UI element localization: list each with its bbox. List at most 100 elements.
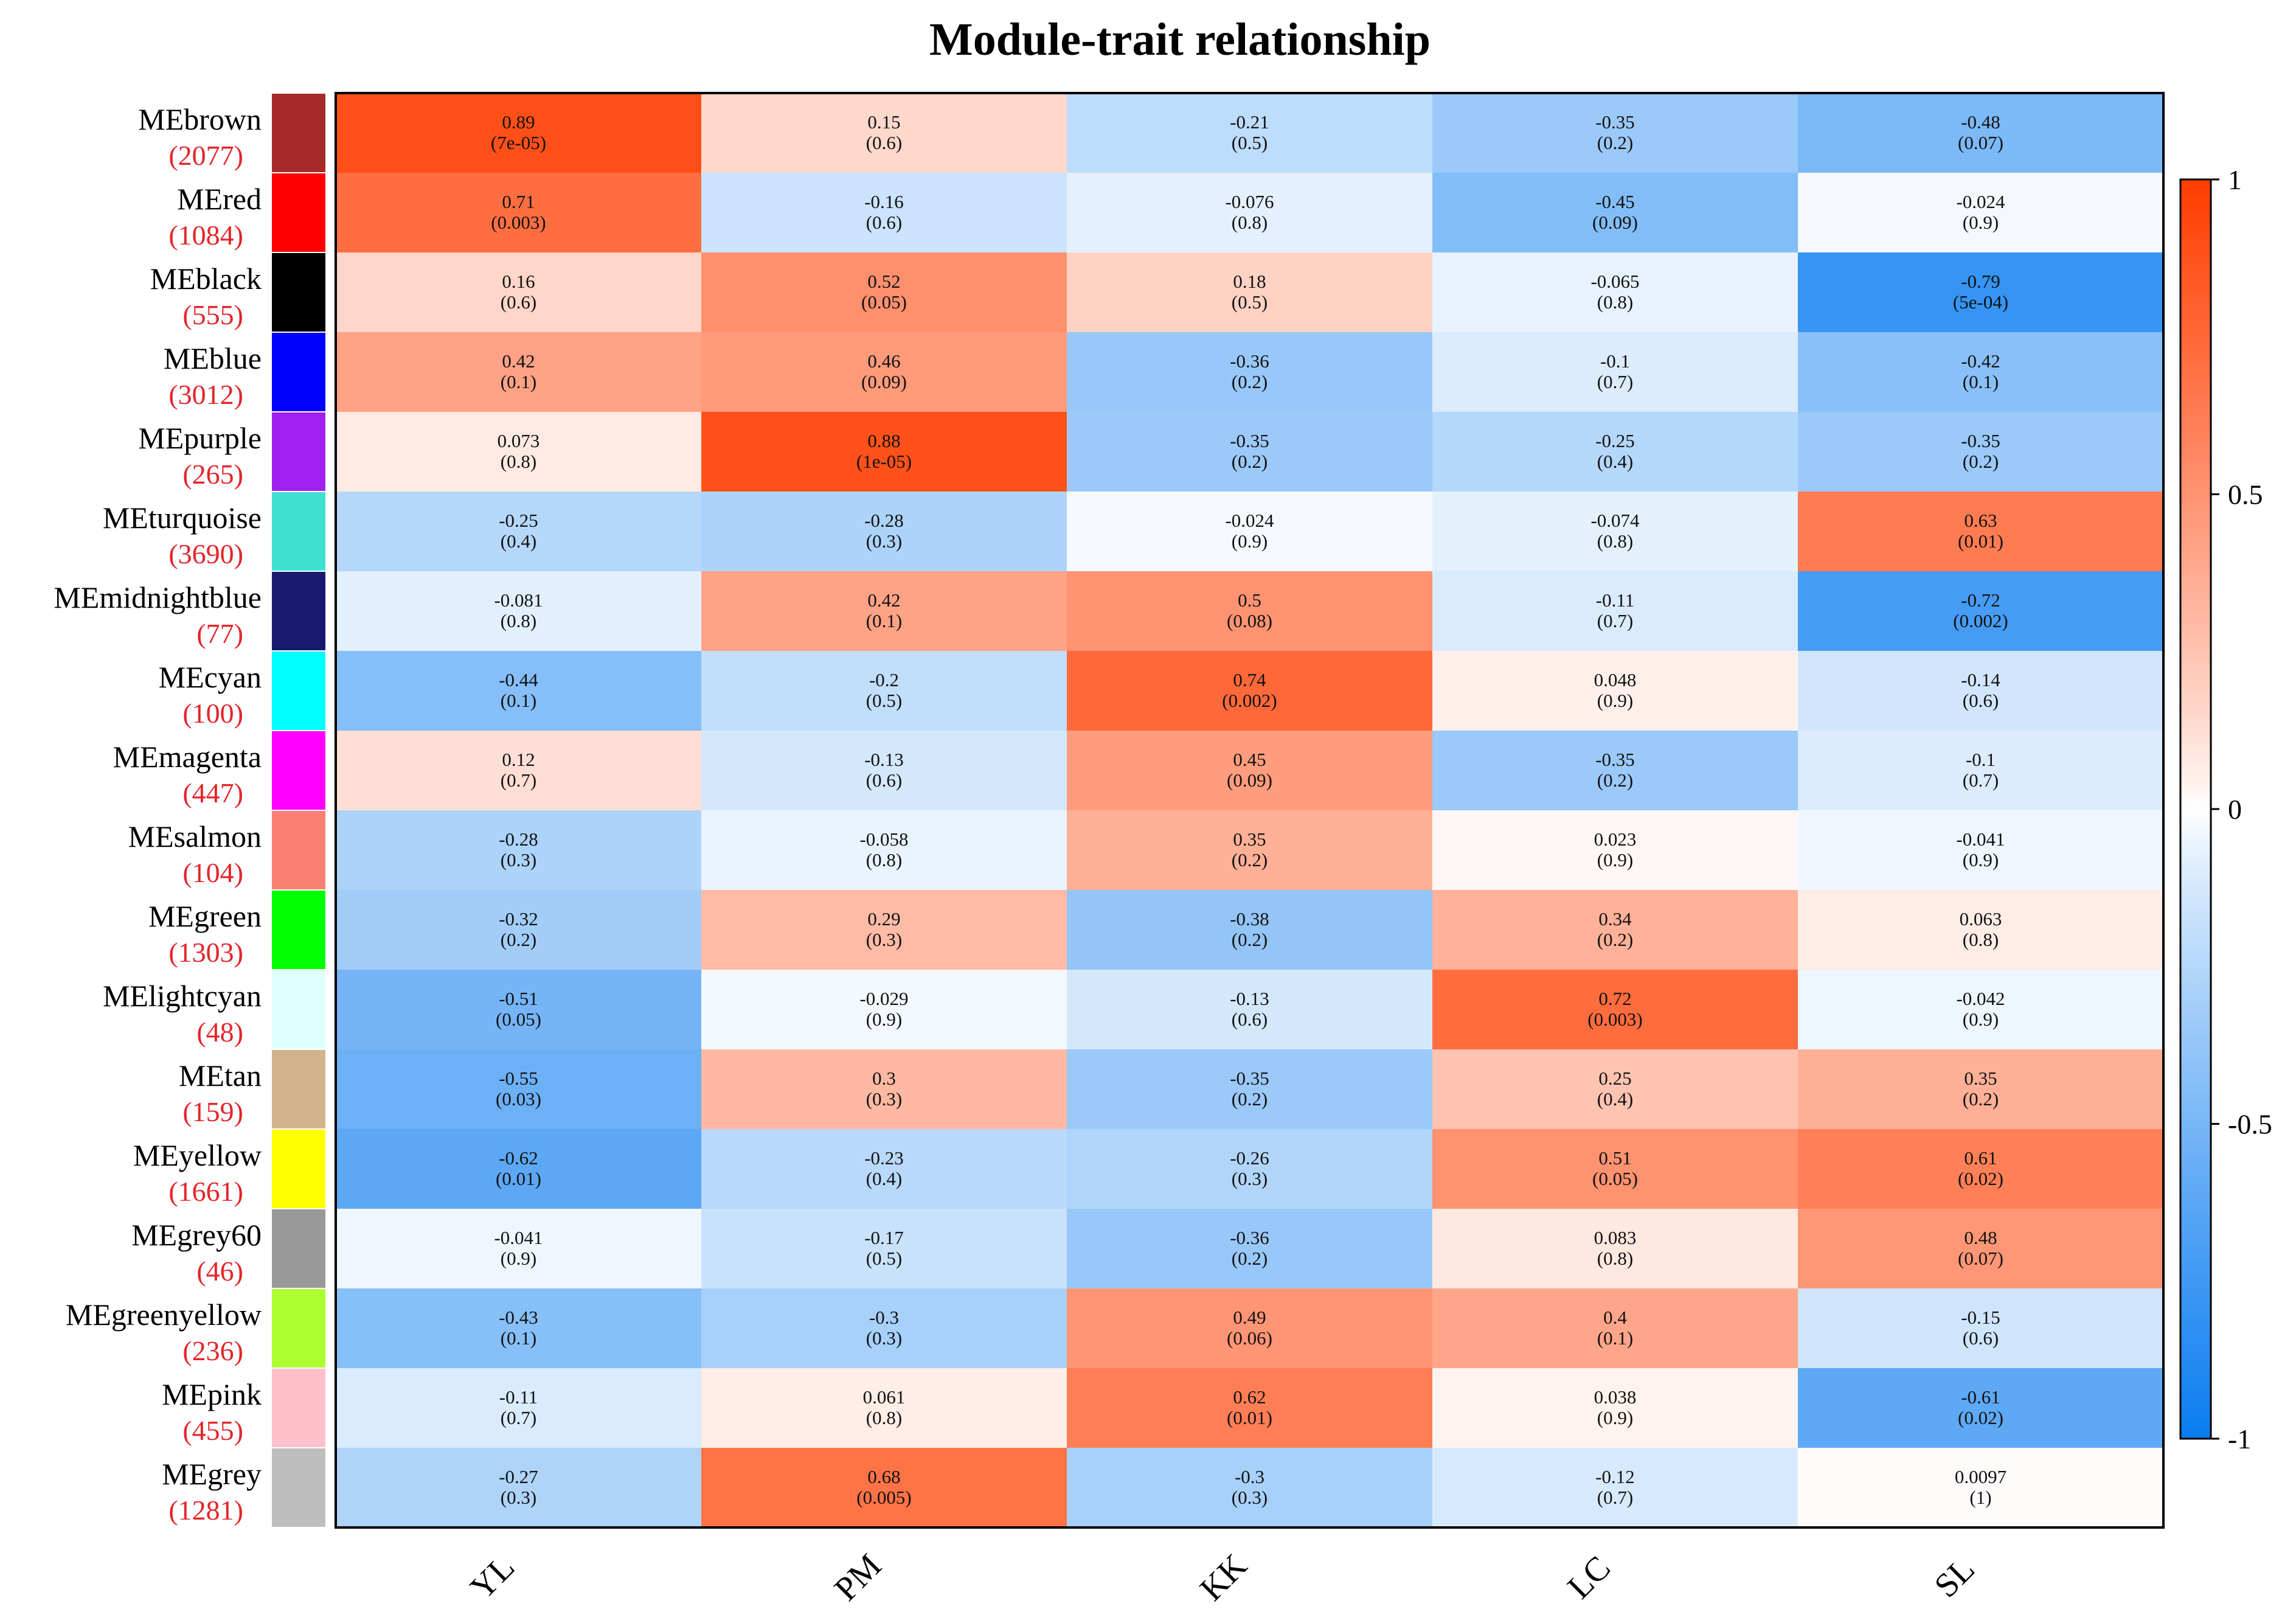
cell-fill — [1067, 890, 1433, 970]
heatmap-cell: -0.041(0.9) — [1798, 810, 2164, 891]
cell-pvalue: (0.3) — [501, 1487, 536, 1508]
heatmap-cell: -0.28(0.3) — [336, 810, 702, 891]
cell-pvalue: (0.4) — [866, 1168, 902, 1189]
cell-pvalue: (0.01) — [496, 1168, 541, 1189]
cell-fill — [701, 412, 1067, 492]
cell-correlation: -0.36 — [1230, 350, 1269, 372]
cell-pvalue: (0.3) — [1232, 1168, 1268, 1189]
cell-pvalue: (0.5) — [866, 1248, 902, 1269]
cell-pvalue: (0.9) — [1597, 849, 1633, 871]
cell-correlation: 0.51 — [1598, 1147, 1631, 1169]
cell-fill — [1798, 1129, 2164, 1209]
heatmap-border — [335, 92, 2165, 1529]
heatmap-cell: -0.25(0.4) — [1432, 412, 1798, 492]
cell-pvalue: (0.03) — [496, 1088, 541, 1110]
heatmap-cell: 0.063(0.8) — [1798, 890, 2164, 970]
heatmap-cell: -0.35(0.2) — [1432, 731, 1798, 811]
row-label-mebrown: MEbrown — [138, 102, 262, 136]
cell-pvalue: (0.8) — [1597, 291, 1633, 313]
heatmap-cell: -0.27(0.3) — [336, 1448, 702, 1528]
heatmap-cell: -0.042(0.9) — [1798, 970, 2164, 1050]
swatch-mebrown — [271, 92, 327, 173]
cell-correlation: 0.49 — [1233, 1307, 1266, 1328]
cell-correlation: 0.71 — [502, 191, 535, 212]
cell-fill — [1798, 173, 2164, 253]
swatch-mepink — [271, 1367, 327, 1448]
cell-fill — [336, 1368, 702, 1448]
cell-fill — [336, 252, 702, 333]
heatmap-cell: -0.12(0.7) — [1432, 1448, 1798, 1528]
cell-pvalue: (0.8) — [1963, 929, 1999, 950]
cell-pvalue: (0.9) — [501, 1248, 536, 1269]
cell-correlation: 0.46 — [867, 350, 900, 372]
cell-correlation: 0.62 — [1233, 1386, 1266, 1408]
cell-fill — [336, 332, 702, 412]
cell-pvalue: (0.9) — [1597, 690, 1633, 711]
row-label-memidnightblue: MEmidnightblue — [54, 580, 262, 614]
heatmap-cell: -0.72(0.002) — [1798, 571, 2164, 652]
cell-pvalue: (0.002) — [1222, 690, 1277, 711]
swatch-megrey — [271, 1447, 327, 1528]
row-count-meyellow: (1661) — [168, 1176, 243, 1207]
cell-correlation: -0.25 — [499, 510, 538, 531]
cell-correlation: 0.5 — [1238, 589, 1261, 611]
heatmap-cell: -0.11(0.7) — [336, 1368, 702, 1448]
cell-correlation: 0.18 — [1233, 271, 1266, 292]
cell-pvalue: (0.2) — [1232, 1248, 1268, 1269]
cell-pvalue: (0.1) — [1597, 1327, 1633, 1349]
cell-pvalue: (0.6) — [1232, 1009, 1268, 1030]
heatmap-cell: 0.72(0.003) — [1432, 970, 1798, 1050]
cell-fill — [1432, 651, 1798, 731]
cell-fill — [336, 810, 702, 891]
heatmap-cell: -0.25(0.4) — [336, 492, 702, 572]
cell-pvalue: (0.2) — [1597, 770, 1633, 791]
cell-fill — [1067, 1209, 1433, 1289]
cell-pvalue: (0.3) — [866, 530, 902, 552]
cell-correlation: -0.041 — [1956, 829, 2005, 850]
chart-title: Module-trait relationship — [929, 14, 1431, 65]
cell-correlation: 0.048 — [1594, 669, 1637, 690]
cell-pvalue: (0.2) — [1597, 929, 1633, 950]
cell-fill — [701, 890, 1067, 970]
heatmap-cell: -0.3(0.3) — [1067, 1448, 1433, 1528]
cell-pvalue: (0.2) — [501, 929, 536, 950]
heatmap-cell: -0.62(0.01) — [336, 1129, 702, 1209]
cell-correlation: 0.52 — [867, 271, 900, 292]
heatmap-cell: -0.076(0.8) — [1067, 173, 1433, 253]
cell-pvalue: (0.8) — [1232, 212, 1268, 233]
cell-correlation: -0.1 — [1600, 350, 1630, 372]
cell-correlation: -0.42 — [1961, 350, 2000, 372]
cell-correlation: 0.038 — [1594, 1386, 1637, 1408]
cell-fill — [1067, 492, 1433, 572]
cell-correlation: 0.68 — [867, 1466, 900, 1487]
cell-fill — [336, 1209, 702, 1289]
cell-fill — [1798, 1288, 2164, 1369]
row-label-megreen: MEgreen — [148, 899, 262, 933]
cell-correlation: 0.72 — [1598, 988, 1631, 1009]
cell-fill — [1432, 252, 1798, 333]
cell-fill — [1067, 412, 1433, 492]
cell-correlation: -0.042 — [1956, 988, 2005, 1009]
heatmap-cell: 0.25(0.4) — [1432, 1049, 1798, 1130]
cell-fill — [1798, 890, 2164, 970]
cell-fill — [1432, 970, 1798, 1050]
row-labels: MEbrown (2077) MEred (1084) MEblack(555) MEbl… — [54, 102, 262, 1526]
cell-pvalue: (0.3) — [866, 1327, 902, 1349]
heatmap-cell: 0.74(0.002) — [1067, 651, 1433, 731]
cell-correlation: -0.3 — [869, 1307, 899, 1328]
heatmap-cell: 0.63(0.01) — [1798, 492, 2164, 572]
cell-fill — [336, 1129, 702, 1209]
cell-fill — [701, 332, 1067, 412]
heatmap-cell: -0.36(0.2) — [1067, 1209, 1433, 1289]
cell-correlation: -0.16 — [864, 191, 904, 212]
cell-correlation: 0.061 — [863, 1386, 906, 1408]
cell-fill — [1432, 890, 1798, 970]
cell-correlation: -0.48 — [1961, 111, 2000, 133]
cell-pvalue: (0.8) — [866, 849, 902, 871]
cell-correlation: 0.083 — [1594, 1227, 1637, 1248]
cell-correlation: -0.058 — [859, 829, 908, 850]
cell-fill — [1432, 1368, 1798, 1448]
row-count-megrey60: (46) — [196, 1256, 243, 1287]
heatmap-cell: -0.029(0.9) — [701, 970, 1067, 1050]
cell-pvalue: (0.4) — [501, 530, 536, 552]
